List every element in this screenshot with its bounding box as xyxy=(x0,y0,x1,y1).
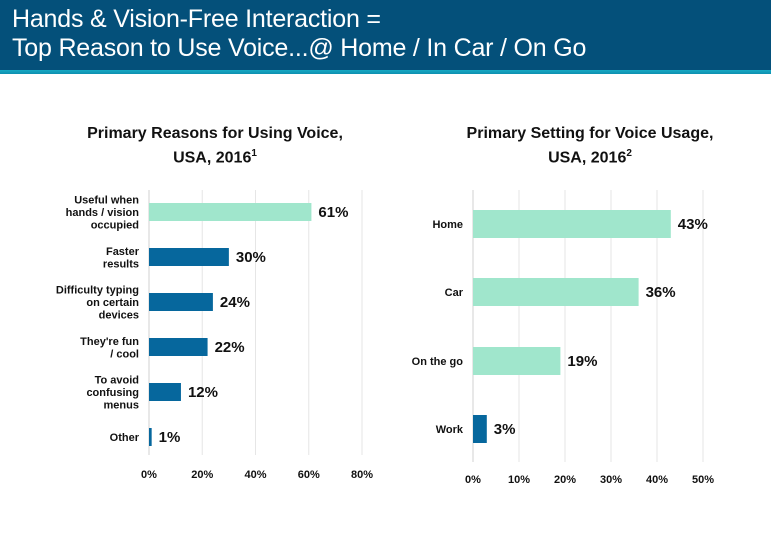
left-chart-value-label: 22% xyxy=(215,339,245,356)
right-chart-category-label: Work xyxy=(436,424,464,436)
right-chart-title-line-1: Primary Setting for Voice Usage, xyxy=(466,125,714,142)
left-chart-bar xyxy=(149,338,208,356)
right-chart-value-label: 19% xyxy=(567,353,597,370)
left-chart-value-label: 1% xyxy=(159,429,181,446)
left-chart-bar xyxy=(149,248,229,266)
left-chart-category-label-line: confusing xyxy=(86,387,139,399)
left-chart-value-label: 24% xyxy=(220,294,250,311)
left-chart-category-label: Faster results xyxy=(103,246,140,271)
right-chart-bar xyxy=(473,347,561,375)
left-chart-category-label-line: Faster xyxy=(106,246,140,258)
left-chart-category-label-line: They're fun xyxy=(80,336,139,348)
left-chart-bar xyxy=(149,383,181,401)
right-chart-title: Primary Setting for Voice Usage, USA, 20… xyxy=(430,124,750,168)
right-chart-category-label-line: On the go xyxy=(412,356,464,368)
left-chart-bar xyxy=(149,203,312,221)
right-chart-category-label-line: Home xyxy=(432,219,463,231)
left-chart-value-label: 12% xyxy=(188,384,218,401)
left-chart-category-label-line: / cool xyxy=(110,348,139,360)
left-chart-title: Primary Reasons for Using Voice, USA, 20… xyxy=(60,124,370,168)
right-chart-category-label: On the go xyxy=(412,356,464,368)
left-chart-category-label-line: Useful when xyxy=(74,195,139,207)
left-chart-category-label: They're fun / cool xyxy=(80,336,139,361)
right-chart-x-tick-label: 40% xyxy=(646,474,668,486)
left-chart-category-label-line: menus xyxy=(104,400,139,412)
right-chart-x-tick-label: 10% xyxy=(508,474,530,486)
left-chart-title-line-2: USA, 20161 xyxy=(173,148,257,167)
right-chart-category-label: Car xyxy=(445,287,464,299)
right-chart-value-label: 36% xyxy=(646,284,676,301)
left-chart-bar xyxy=(149,293,213,311)
left-chart-bar xyxy=(149,428,152,446)
left-chart-title-line-1: Primary Reasons for Using Voice, xyxy=(87,125,343,142)
left-chart-x-tick-label: 0% xyxy=(141,469,157,481)
left-chart-category-label: To avoid confusing menus xyxy=(86,375,139,412)
right-chart-value-label: 43% xyxy=(678,216,708,233)
right-bar-chart: 0% 10% 20% 30% 40% 50% 43% Home 36% Car 19% On the … xyxy=(412,190,714,486)
left-chart-category-label-line: devices xyxy=(99,310,139,322)
right-chart-value-label: 3% xyxy=(494,421,516,438)
left-chart-x-tick-label: 40% xyxy=(244,469,266,481)
left-chart-category-label-line: To avoid xyxy=(95,375,139,387)
right-chart-bar xyxy=(473,210,671,238)
left-chart-category-label-line: on certain xyxy=(86,297,139,309)
left-chart-category-label-line: Difficulty typing xyxy=(56,285,139,297)
left-chart-value-label: 61% xyxy=(318,204,348,221)
right-chart-category-label-line: Car xyxy=(445,287,464,299)
left-chart-value-label: 30% xyxy=(236,249,266,266)
header-accent-line xyxy=(0,70,771,74)
left-chart-category-label-line: occupied xyxy=(91,220,139,232)
left-chart-category-label-line: results xyxy=(103,258,139,270)
left-chart-category-label-line: Other xyxy=(110,432,140,444)
right-chart-bar xyxy=(473,415,487,443)
left-chart-category-label-line: hands / vision xyxy=(66,207,140,219)
left-chart-x-tick-label: 20% xyxy=(191,469,213,481)
left-chart-category-label: Useful when hands / vision occupied xyxy=(66,195,140,232)
right-chart-x-tick-label: 20% xyxy=(554,474,576,486)
left-chart-footnote: 1 xyxy=(251,148,257,159)
right-chart-bar xyxy=(473,278,639,306)
page-title-line-1: Hands & Vision-Free Interaction = xyxy=(12,5,381,33)
right-chart-x-tick-label: 30% xyxy=(600,474,622,486)
left-chart-x-tick-label: 80% xyxy=(351,469,373,481)
right-chart-footnote: 2 xyxy=(626,148,632,159)
right-chart-title-line-2: USA, 20162 xyxy=(548,148,632,167)
right-chart-x-tick-label: 50% xyxy=(692,474,714,486)
page-title: Hands & Vision-Free Interaction = Top Re… xyxy=(12,5,586,63)
header-banner: Hands & Vision-Free Interaction = Top Re… xyxy=(0,0,771,70)
left-chart-x-tick-label: 60% xyxy=(298,469,320,481)
left-bar-chart: 0% 20% 40% 60% 80% 61% Useful when hands / visi… xyxy=(56,190,373,481)
page-title-line-2: Top Reason to Use Voice...@ Home / In Ca… xyxy=(12,34,587,62)
right-chart-x-tick-label: 0% xyxy=(465,474,481,486)
left-chart-category-label: Other xyxy=(110,432,140,444)
left-chart-category-label: Difficulty typing on certain devices xyxy=(56,285,139,322)
right-chart-category-label: Home xyxy=(432,219,463,231)
right-chart-category-label-line: Work xyxy=(436,424,464,436)
